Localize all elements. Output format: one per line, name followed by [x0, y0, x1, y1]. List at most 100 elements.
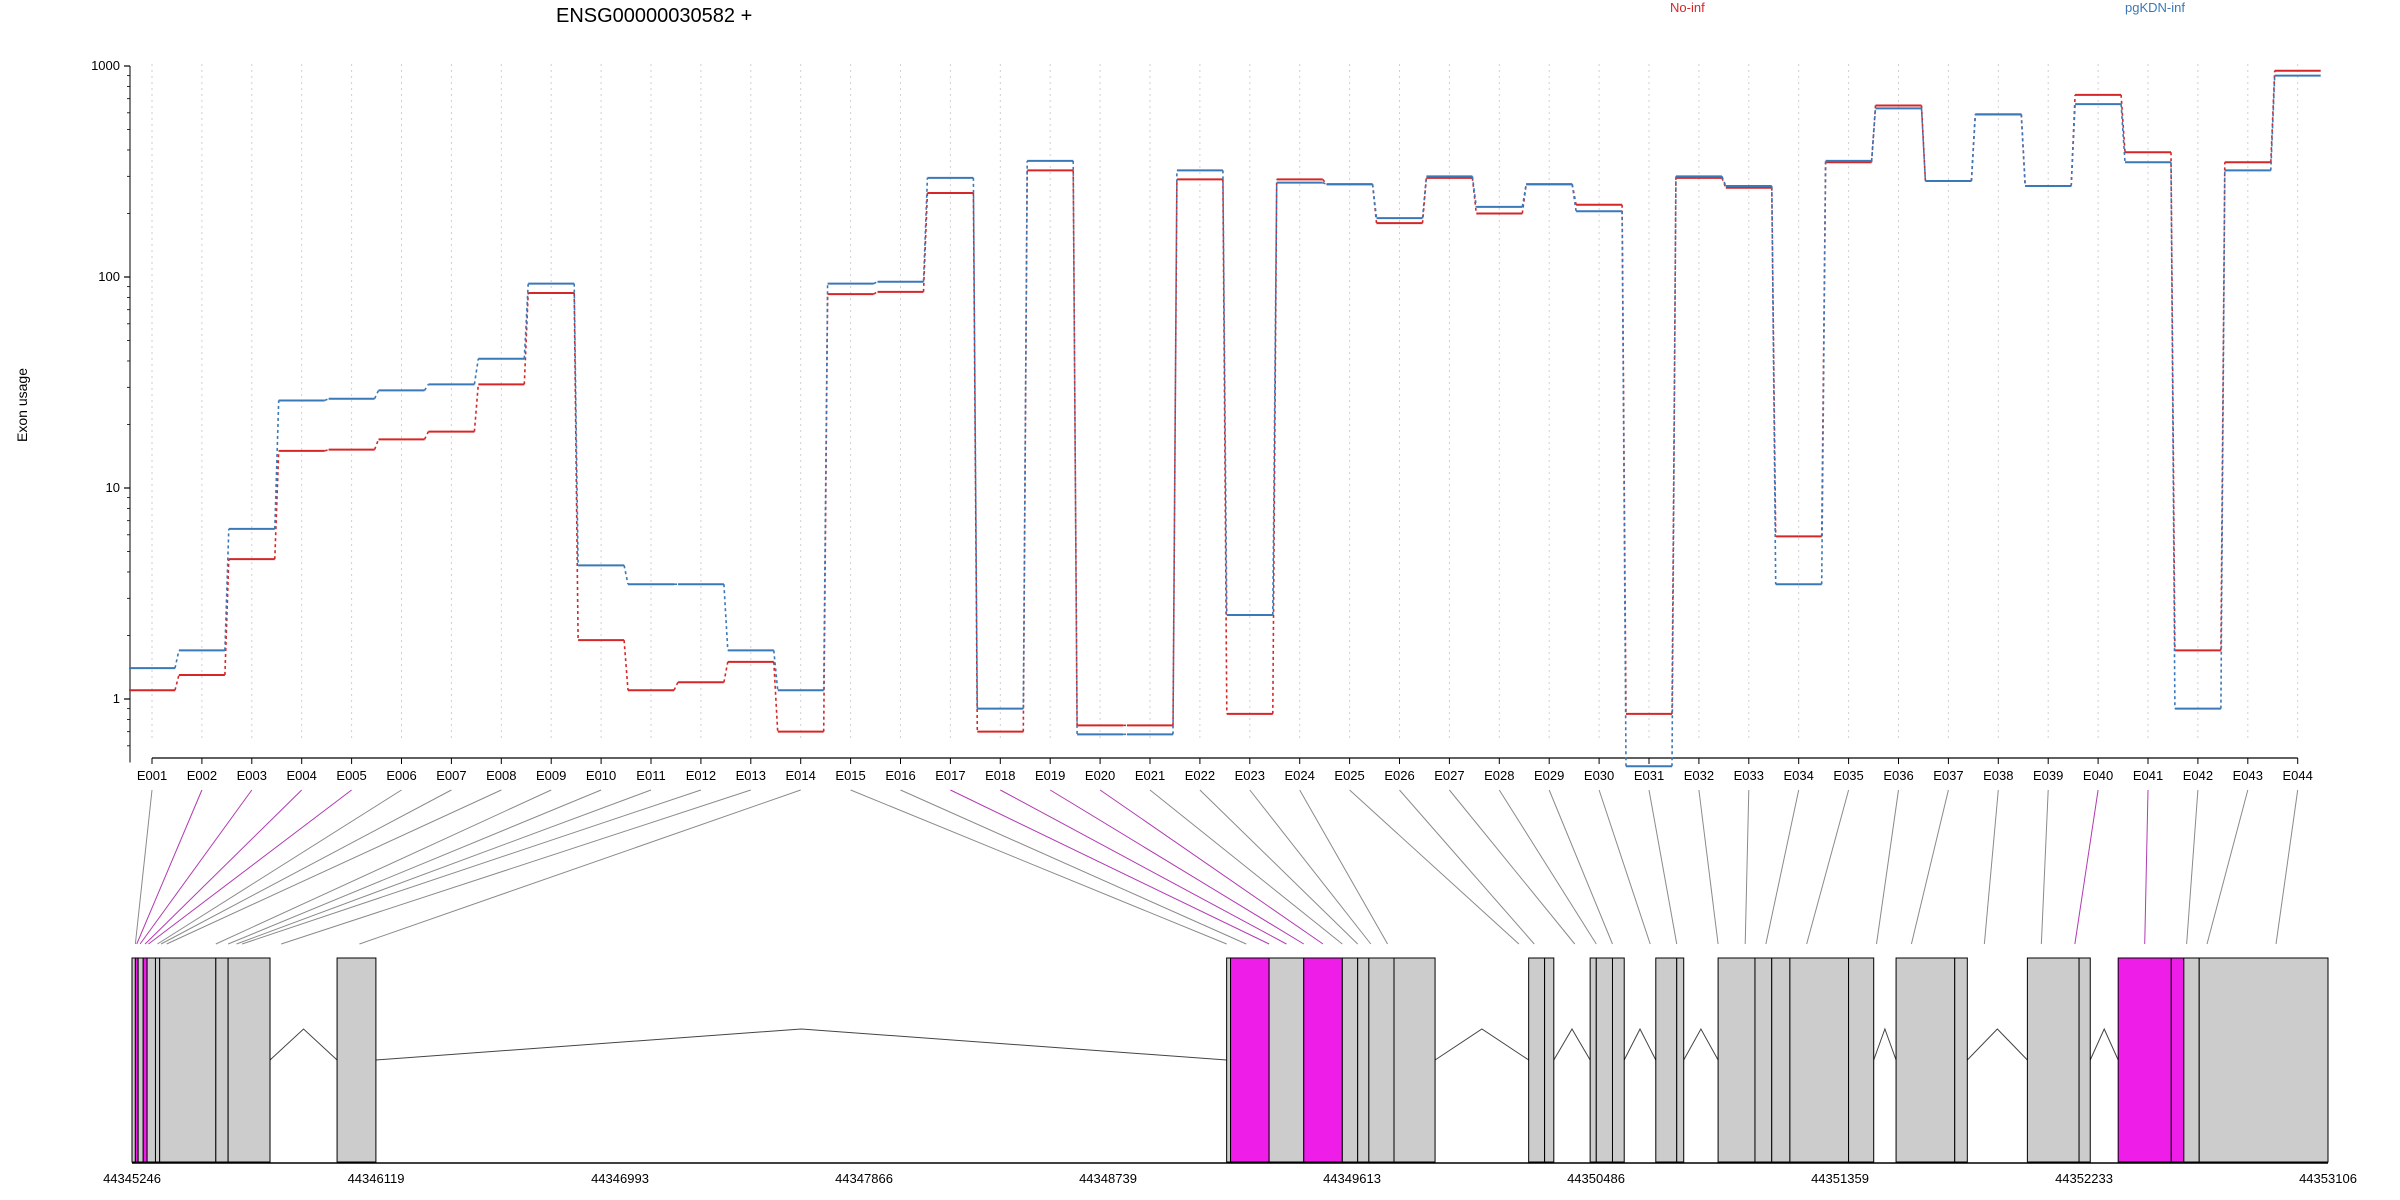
y-tick-label: 10 [106, 480, 120, 495]
exon [146, 957, 156, 1163]
x-tick-label: E033 [1734, 768, 1764, 783]
x-tick-label: E017 [935, 768, 965, 783]
exon [1226, 957, 1232, 1163]
series-connector [1920, 108, 1927, 182]
connector-line [1598, 789, 1651, 945]
connector-line [900, 789, 1247, 945]
exon [1717, 957, 1756, 1163]
exon [1268, 957, 1305, 1163]
connector-line [160, 789, 452, 945]
series-connector [623, 640, 629, 691]
exon [1655, 957, 1678, 1163]
series-connector [1571, 184, 1577, 212]
connector-line [227, 789, 602, 945]
connector-line [1910, 789, 1949, 945]
series-connector [773, 661, 779, 732]
series-connector [174, 650, 180, 669]
x-tick-label: E022 [1185, 768, 1215, 783]
series-connector [922, 193, 929, 292]
series-connector [2170, 152, 2176, 651]
y-axis: 1 10 100 1000 [91, 58, 131, 763]
gridlines [151, 64, 2299, 740]
x-tick-label: E035 [1833, 768, 1863, 783]
series-connector [423, 431, 430, 440]
series-connector [1820, 160, 1827, 585]
connector-line [1698, 789, 1719, 945]
intron [1873, 1027, 1897, 1061]
series-connector [1471, 176, 1478, 207]
exon [1954, 957, 1968, 1163]
connector-line [1498, 789, 1597, 945]
series-connector [1870, 108, 1877, 161]
connector-line [1399, 789, 1535, 945]
connector-line [2074, 789, 2099, 945]
series-connector [1322, 181, 1327, 186]
series-connector [523, 283, 529, 359]
series-connector [1222, 170, 1228, 616]
connector-line [1765, 789, 1800, 945]
series-connector [972, 177, 979, 709]
x-tick-label: E002 [187, 768, 217, 783]
series-pgkdn-inf [129, 74, 2321, 768]
connector-line [144, 789, 303, 945]
series-connector [473, 358, 480, 385]
intron [375, 1028, 1227, 1061]
genomic-axis: 44345246 44346119 44346993 44347866 44348739… [103, 1162, 2357, 1186]
x-tick-label: E021 [1135, 768, 1165, 783]
series-connector [1721, 176, 1727, 187]
series-connector [922, 177, 929, 282]
connector-line [1049, 789, 1305, 945]
x-tick-label: E009 [536, 768, 566, 783]
series-connector [1771, 185, 1777, 585]
connector-line [1349, 789, 1520, 945]
exon [2183, 957, 2200, 1163]
exon [154, 957, 161, 1163]
exon-highlighted [142, 957, 148, 1163]
genomic-tick-label: 44346993 [591, 1171, 649, 1186]
connector-line [236, 789, 652, 945]
x-tick-label: E015 [835, 768, 865, 783]
series-connector [723, 584, 729, 651]
exon [131, 957, 136, 1163]
x-tick-label: E014 [786, 768, 816, 783]
connector-line [2144, 789, 2149, 945]
connector-line [359, 789, 801, 945]
exon [1754, 957, 1773, 1163]
x-tick-label: E043 [2233, 768, 2263, 783]
intron [1623, 1027, 1657, 1061]
series-connector [1421, 176, 1428, 219]
x-tick-label: E011 [636, 768, 665, 783]
exon-highlighted [1230, 957, 1270, 1163]
x-tick-label: E028 [1484, 768, 1514, 783]
series-connector [1571, 184, 1577, 205]
connector-line [1000, 789, 1287, 945]
genomic-tick-label: 44347866 [835, 1171, 893, 1186]
x-tick-label: E004 [287, 768, 317, 783]
exon [1611, 957, 1625, 1163]
exon [215, 957, 229, 1163]
exon [2198, 957, 2329, 1163]
legend-item-pgkdn-inf: pgKDN-inf [2125, 0, 2185, 15]
exon [1676, 957, 1685, 1163]
series-connector [2070, 104, 2076, 187]
connector-line [241, 789, 702, 945]
series-connector [324, 448, 329, 452]
series-connector [2120, 104, 2126, 163]
series-connector [822, 283, 829, 691]
x-tick-label: E006 [386, 768, 416, 783]
x-tick-label: E020 [1085, 768, 1115, 783]
x-tick-label: E038 [1983, 768, 2013, 783]
exon [2026, 957, 2080, 1163]
exon-highlighted [2117, 957, 2172, 1163]
legend: No-inf pgKDN-inf [1670, 0, 2185, 15]
x-tick-label: E029 [1534, 768, 1564, 783]
exon [1341, 957, 1359, 1163]
series-connector [1621, 211, 1627, 767]
series-connector [1970, 114, 1977, 182]
series-connector [473, 384, 480, 432]
series-connector [1721, 177, 1727, 188]
connector-line [1249, 789, 1372, 945]
exon [2078, 957, 2091, 1163]
x-tick-label: E042 [2183, 768, 2213, 783]
exon [137, 957, 144, 1163]
